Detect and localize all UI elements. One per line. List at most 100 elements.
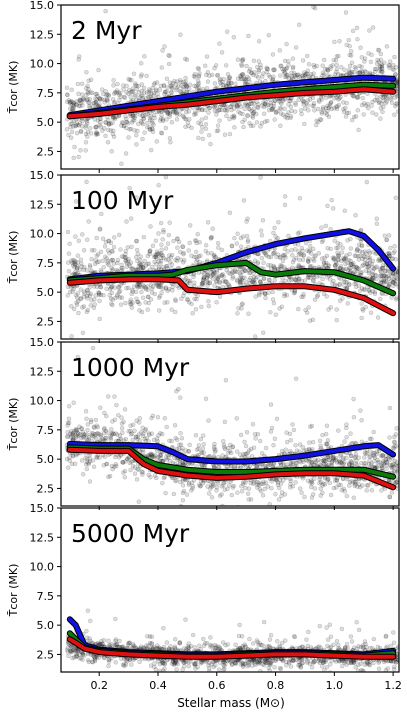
scatter-point: [83, 409, 89, 414]
scatter-point: [226, 79, 231, 84]
scatter-point: [172, 423, 178, 428]
scatter-point: [212, 441, 217, 447]
scatter-point: [221, 442, 227, 448]
scatter-point: [170, 108, 176, 114]
scatter-point: [194, 254, 199, 260]
scatter-point: [349, 117, 355, 123]
scatter-point: [248, 70, 254, 76]
scatter-point: [297, 257, 302, 263]
scatter-point: [110, 267, 116, 272]
scatter-point: [182, 277, 188, 282]
scatter-point: [252, 431, 258, 437]
scatter-point: [163, 175, 169, 180]
scatter-point: [359, 102, 365, 108]
scatter-point: [181, 87, 186, 92]
scatter-point: [231, 483, 236, 489]
scatter-point: [376, 459, 382, 465]
scatter-point: [147, 115, 153, 121]
scatter-point: [75, 260, 81, 265]
scatter-point: [348, 265, 353, 271]
scatter-point: [73, 123, 79, 128]
scatter-point: [282, 265, 287, 270]
scatter-point: [91, 100, 96, 106]
scatter-point: [212, 65, 217, 71]
scatter-point: [126, 429, 131, 434]
scatter-point: [176, 84, 181, 89]
scatter-point: [126, 261, 132, 267]
scatter-point: [283, 114, 288, 120]
scatter-point: [95, 252, 101, 257]
scatter-point: [133, 81, 138, 86]
scatter-point: [357, 70, 362, 76]
scatter-point: [96, 292, 102, 298]
scatter-point: [266, 32, 272, 38]
scatter-point: [93, 257, 98, 263]
scatter-point: [362, 56, 368, 61]
scatter-point: [96, 290, 101, 295]
scatter-point: [320, 105, 326, 110]
scatter-point: [109, 463, 115, 469]
scatter-point: [71, 101, 77, 106]
scatter-point: [243, 480, 248, 485]
scatter-point: [165, 288, 170, 294]
scatter-point: [145, 120, 150, 126]
scatter-point: [251, 481, 256, 487]
scatter-point: [240, 276, 245, 281]
scatter-point: [109, 149, 114, 154]
scatter-point: [174, 85, 180, 91]
scatter-point: [96, 291, 102, 296]
scatter-point: [264, 69, 269, 75]
scatter-point: [149, 126, 155, 132]
scatter-point: [362, 287, 368, 293]
scatter-point: [389, 274, 394, 279]
scatter-point: [149, 91, 154, 96]
scatter-point: [387, 435, 392, 440]
scatter-point: [152, 473, 158, 478]
scatter-point: [343, 10, 349, 15]
scatter-point: [156, 182, 161, 188]
scatter-point: [364, 451, 370, 456]
scatter-point: [332, 72, 338, 77]
scatter-point: [351, 414, 357, 420]
scatter-point: [272, 67, 277, 73]
scatter-point: [356, 266, 361, 271]
scatter-point: [65, 229, 71, 235]
scatter-point: [356, 283, 362, 288]
scatter-point: [347, 282, 352, 287]
scatter-point: [281, 68, 286, 74]
scatter-point: [269, 485, 274, 491]
scatter-point: [85, 96, 90, 102]
scatter-point: [285, 115, 290, 121]
scatter-point: [306, 274, 311, 280]
scatter-point: [299, 111, 304, 117]
scatter-point: [200, 433, 206, 438]
scatter-point: [325, 245, 330, 251]
scatter-point: [337, 265, 343, 271]
scatter-point: [227, 75, 232, 80]
y-tick-label: 12.5: [30, 198, 55, 211]
scatter-point: [119, 426, 125, 431]
scatter-point: [352, 64, 358, 70]
scatter-point: [344, 253, 349, 258]
scatter-point: [175, 236, 180, 241]
scatter-point: [356, 257, 362, 262]
scatter-point: [281, 252, 286, 258]
scatter-point: [145, 453, 151, 458]
scatter-point: [282, 66, 287, 72]
scatter-point: [94, 284, 100, 290]
scatter-point: [155, 91, 160, 96]
scatter-point: [78, 257, 84, 263]
scatter-point: [384, 237, 389, 242]
scatter-point: [270, 76, 276, 82]
scatter-point: [240, 71, 245, 77]
scatter-point: [79, 81, 85, 87]
scatter-point: [194, 257, 200, 262]
scatter-point: [135, 437, 140, 442]
scatter-point: [180, 113, 186, 119]
scatter-point: [138, 264, 144, 270]
scatter-point: [137, 95, 142, 100]
scatter-point: [390, 256, 395, 262]
scatter-point: [77, 97, 83, 102]
scatter-point: [336, 102, 342, 108]
scatter-point: [111, 261, 117, 266]
